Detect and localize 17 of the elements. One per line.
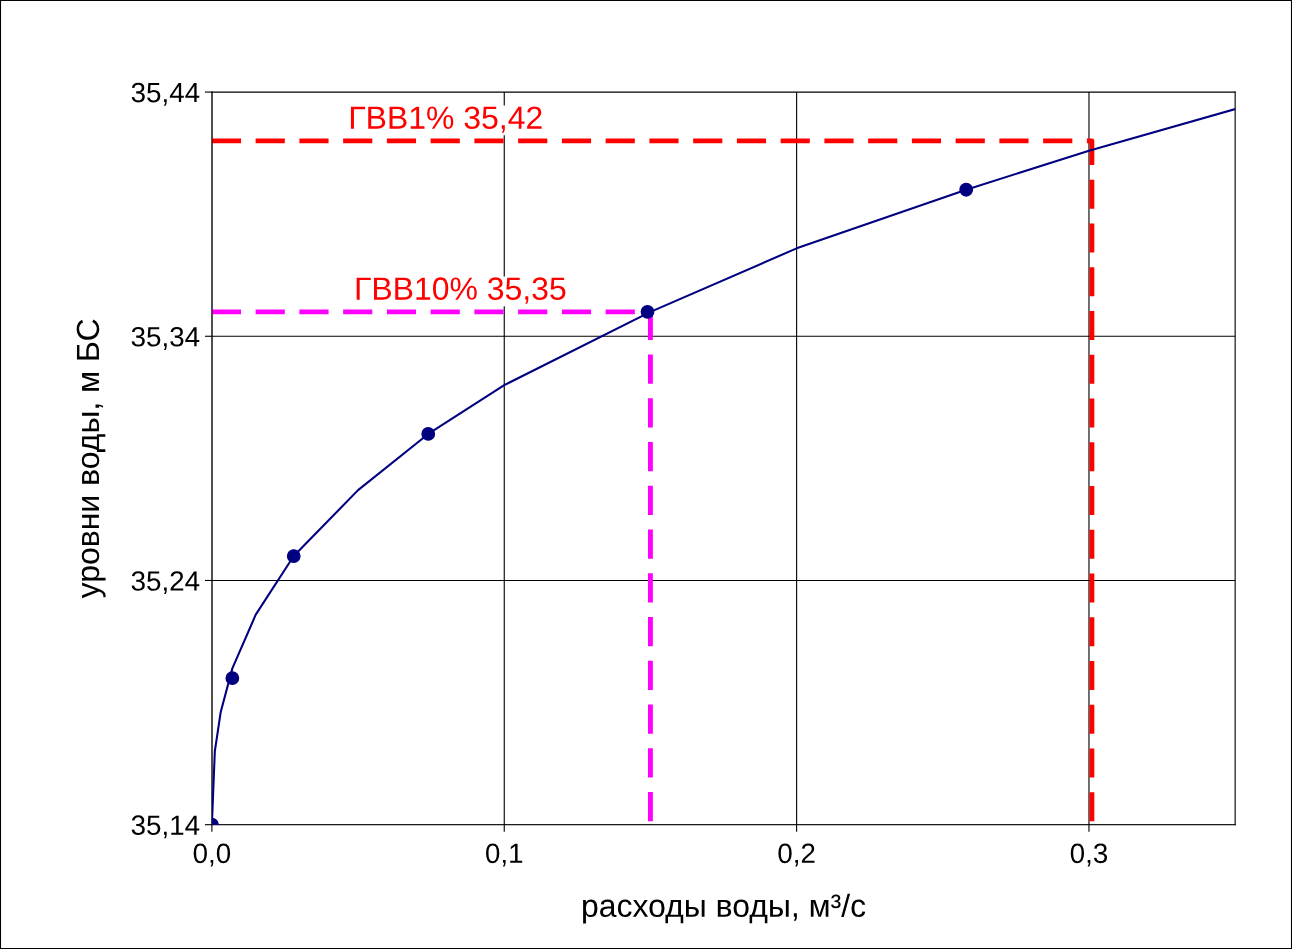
point [225,671,240,686]
annotation: ГВВ1% 35,42 [350,106,542,133]
x-tick-label: 0,1 [486,843,523,867]
y-axis-title: уровни воды, м БС [76,319,106,599]
point [959,182,974,197]
point [286,549,301,563]
y-tick-label: 35,34 [131,326,200,350]
y-tick-label: 35,14 [131,815,200,839]
x-tick-label: 0,0 [193,843,231,867]
y-tick-label: 35,24 [131,571,200,595]
x-tick-label: 0,2 [778,843,815,867]
point [421,427,436,441]
x-tick-label: 0,3 [1070,843,1108,867]
annotation: ГВВ10% 35,35 [356,277,566,304]
x-axis-title: расходы воды, м³/с [583,893,866,924]
point [640,304,655,319]
y-tick-label: 35,44 [131,82,200,106]
